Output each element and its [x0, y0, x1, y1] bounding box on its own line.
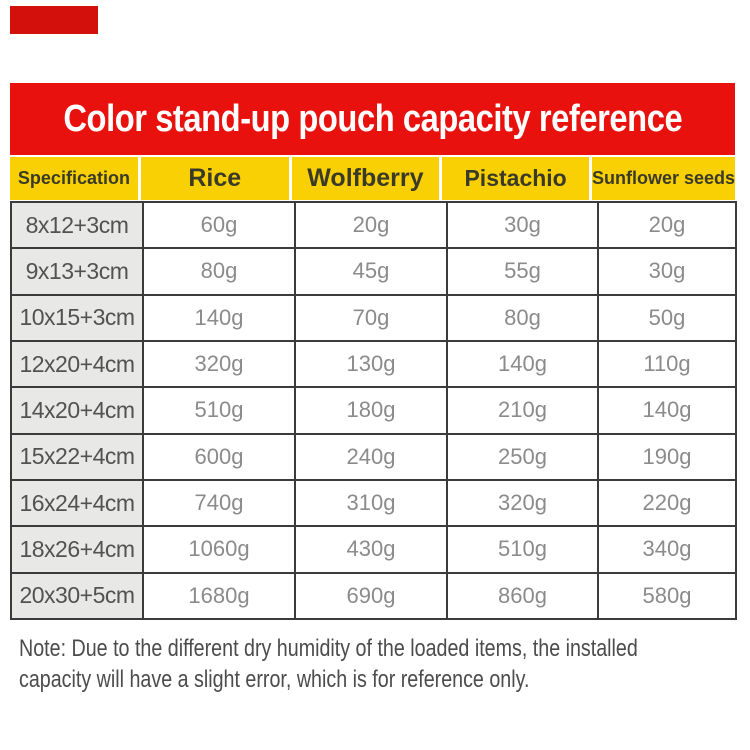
value-cell: 30g [597, 247, 737, 296]
spec-cell: 20x30+5cm [10, 571, 144, 621]
value-cell: 70g [294, 293, 448, 342]
spec-cell: 12x20+4cm [10, 339, 144, 389]
value-cell: 190g [597, 432, 737, 481]
value-cell: 340g [597, 525, 737, 574]
value-cell: 250g [446, 432, 599, 481]
value-cell: 55g [446, 247, 599, 296]
value-cell: 140g [597, 386, 737, 435]
column-header-wolfberry: Wolfberry [291, 157, 440, 200]
value-cell: 180g [294, 386, 448, 435]
value-cell: 740g [142, 478, 296, 528]
column-header-specification: Specification [10, 157, 138, 200]
value-cell: 45g [294, 247, 448, 296]
value-cell: 140g [142, 293, 296, 342]
column-header-sunflower-seeds: Sunflower seeds [591, 157, 735, 200]
value-cell: 220g [597, 478, 737, 528]
corner-red-mark [10, 6, 98, 34]
value-cell: 240g [294, 432, 448, 481]
table-row: 12x20+4cm 320g 130g 140g 110g [10, 339, 737, 389]
capacity-table: 8x12+3cm 60g 20g 30g 20g 9x13+3cm 80g 45g 55g 30g… [10, 200, 737, 621]
table-row: 15x22+4cm 600g 240g 250g 190g [10, 432, 737, 481]
value-cell: 690g [294, 571, 448, 621]
value-cell: 430g [294, 525, 448, 574]
spec-cell: 15x22+4cm [10, 432, 144, 481]
value-cell: 1060g [142, 525, 296, 574]
table-row: 10x15+3cm 140g 70g 80g 50g [10, 293, 737, 342]
value-cell: 50g [597, 293, 737, 342]
value-cell: 110g [597, 339, 737, 389]
spec-cell: 10x15+3cm [10, 293, 144, 342]
value-cell: 860g [446, 571, 599, 621]
note-text: Note: Due to the different dry humidity … [19, 633, 638, 695]
column-header-pistachio: Pistachio [442, 157, 589, 200]
note-line-2: capacity will have a slight error, which… [19, 666, 530, 693]
table-row: 18x26+4cm 1060g 430g 510g 340g [10, 525, 737, 574]
value-cell: 320g [446, 478, 599, 528]
spec-cell: 18x26+4cm [10, 525, 144, 574]
spec-cell: 8x12+3cm [10, 200, 144, 250]
value-cell: 20g [597, 200, 737, 250]
page-title: Color stand-up pouch capacity reference [63, 97, 682, 140]
value-cell: 140g [446, 339, 599, 389]
value-cell: 30g [446, 200, 599, 250]
title-banner: Color stand-up pouch capacity reference [10, 83, 735, 155]
value-cell: 510g [142, 386, 296, 435]
table-row: 20x30+5cm 1680g 690g 860g 580g [10, 571, 737, 621]
value-cell: 80g [446, 293, 599, 342]
value-cell: 130g [294, 339, 448, 389]
value-cell: 310g [294, 478, 448, 528]
capacity-table-body: 8x12+3cm 60g 20g 30g 20g 9x13+3cm 80g 45g 55g 30g… [10, 200, 737, 621]
value-cell: 80g [142, 247, 296, 296]
table-row: 14x20+4cm 510g 180g 210g 140g [10, 386, 737, 435]
value-cell: 600g [142, 432, 296, 481]
value-cell: 1680g [142, 571, 296, 621]
spec-cell: 14x20+4cm [10, 386, 144, 435]
spec-cell: 9x13+3cm [10, 247, 144, 296]
table-row: 9x13+3cm 80g 45g 55g 30g [10, 247, 737, 296]
table-row: 8x12+3cm 60g 20g 30g 20g [10, 200, 737, 250]
table-header-row: Specification Rice Wolfberry Pistachio S… [10, 157, 735, 200]
spec-cell: 16x24+4cm [10, 478, 144, 528]
note-line-1: Note: Due to the different dry humidity … [19, 635, 638, 662]
value-cell: 210g [446, 386, 599, 435]
value-cell: 580g [597, 571, 737, 621]
column-header-rice: Rice [140, 157, 289, 200]
value-cell: 320g [142, 339, 296, 389]
value-cell: 60g [142, 200, 296, 250]
value-cell: 510g [446, 525, 599, 574]
table-row: 16x24+4cm 740g 310g 320g 220g [10, 478, 737, 528]
value-cell: 20g [294, 200, 448, 250]
